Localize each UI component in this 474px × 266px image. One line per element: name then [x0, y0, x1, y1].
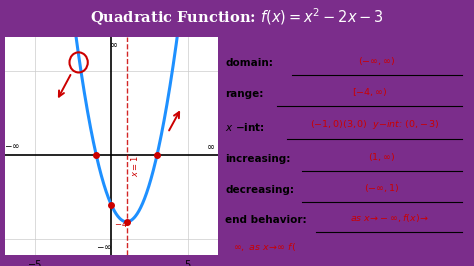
- Text: range:: range:: [225, 89, 264, 99]
- Text: $-\infty$: $-\infty$: [4, 142, 20, 151]
- Text: $\infty$: $\infty$: [206, 141, 215, 151]
- Text: $as\ x\!\to\!-\infty,f(x)\!\to$: $as\ x\!\to\!-\infty,f(x)\!\to$: [350, 212, 428, 224]
- Text: $(-1,0)$$(3,0)$  $y$−int: $(0,\!-\!3)$: $(-1,0)$$(3,0)$ $y$−int: $(0,\!-\!3)$: [310, 118, 439, 131]
- Text: $-4$: $-4$: [114, 218, 128, 229]
- Text: $(-\infty,1)$: $(-\infty,1)$: [364, 182, 400, 194]
- Text: $\infty,\ as\ x\!\to\!\infty\ f($: $\infty,\ as\ x\!\to\!\infty\ f($: [233, 241, 296, 253]
- Text: $\infty$: $\infty$: [109, 39, 118, 49]
- Text: $(1, \infty)$: $(1, \infty)$: [368, 151, 395, 163]
- Text: $-\infty$: $-\infty$: [96, 243, 112, 252]
- Text: $x$ −int:: $x$ −int:: [225, 121, 265, 133]
- Text: end behavior:: end behavior:: [225, 215, 307, 226]
- Text: $x=1$: $x=1$: [129, 155, 140, 177]
- Text: decreasing:: decreasing:: [225, 185, 294, 195]
- Text: $(-\infty, \infty)$: $(-\infty, \infty)$: [358, 55, 395, 67]
- Text: $[-4, \infty)$: $[-4, \infty)$: [352, 86, 387, 98]
- Text: domain:: domain:: [225, 59, 273, 68]
- Text: increasing:: increasing:: [225, 154, 291, 164]
- Text: Quadratic Function: $f(x) = x^2 - 2x - 3$: Quadratic Function: $f(x) = x^2 - 2x - 3…: [90, 7, 384, 28]
